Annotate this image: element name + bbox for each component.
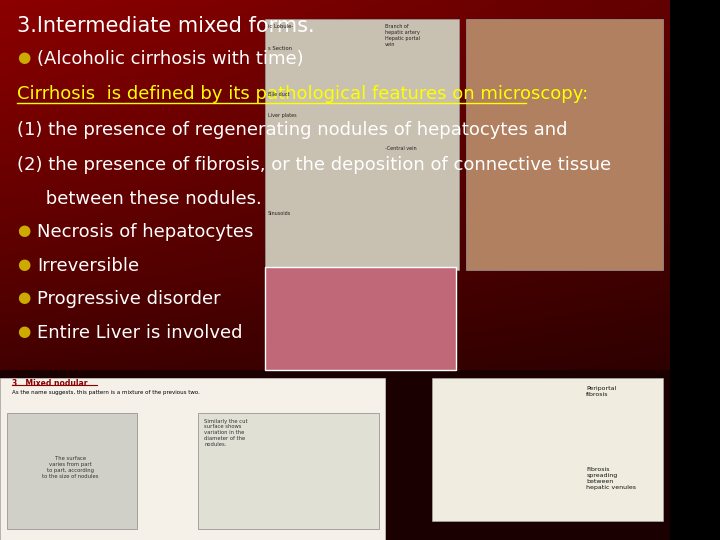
Text: 3.  Mixed nodular: 3. Mixed nodular	[12, 379, 88, 388]
Text: The surface
varies from part
to part, according
to the size of nodules: The surface varies from part to part, ac…	[42, 456, 99, 478]
Text: (2) the presence of fibrosis, or the deposition of connective tissue: (2) the presence of fibrosis, or the dep…	[17, 156, 611, 174]
Bar	[197, 413, 379, 529]
Text: ●: ●	[17, 256, 30, 272]
Text: ●: ●	[17, 50, 30, 65]
Text: (1) the presence of regenerating nodules of hepatocytes and: (1) the presence of regenerating nodules…	[17, 120, 567, 139]
Text: ●: ●	[17, 290, 30, 305]
Text: As the name suggests, this pattern is a mixture of the previous two.: As the name suggests, this pattern is a …	[12, 390, 200, 395]
Text: ●: ●	[17, 323, 30, 339]
Text: Similarly the cut
surface shows
variation in the
diameter of the
nodules.: Similarly the cut surface shows variatio…	[204, 418, 248, 447]
Text: Liver plates: Liver plates	[268, 113, 297, 118]
Text: ic Lobule-: ic Lobule-	[268, 24, 293, 29]
Bar	[466, 19, 663, 270]
Text: Periportal
fibrosis: Periportal fibrosis	[586, 386, 616, 397]
Text: Progressive disorder: Progressive disorder	[37, 290, 220, 308]
Bar	[432, 378, 663, 521]
Text: s Section: s Section	[268, 46, 292, 51]
Text: Cirrhosis  is defined by its pathological features on microscopy:: Cirrhosis is defined by its pathological…	[17, 85, 588, 103]
Text: Branch of
hepatic artery
Hepatic portal
vein: Branch of hepatic artery Hepatic portal …	[385, 24, 420, 46]
Bar	[6, 413, 138, 529]
Bar	[265, 267, 456, 370]
Bar	[0, 378, 385, 540]
Text: ●: ●	[17, 223, 30, 238]
Text: Necrosis of hepatocytes: Necrosis of hepatocytes	[37, 223, 253, 241]
Text: Sinusoids: Sinusoids	[268, 211, 291, 215]
Text: between these nodules.: between these nodules.	[17, 190, 261, 208]
Text: Irreversible: Irreversible	[37, 256, 139, 275]
Bar	[265, 19, 459, 270]
Text: (Alcoholic cirrhosis with time): (Alcoholic cirrhosis with time)	[37, 50, 303, 68]
Text: -Central vein: -Central vein	[385, 146, 417, 151]
Text: Fibrosis
spreading
between
hepatic venules: Fibrosis spreading between hepatic venul…	[586, 467, 636, 489]
Text: 3.Intermediate mixed forms.: 3.Intermediate mixed forms.	[17, 16, 315, 36]
Text: Bile duct: Bile duct	[268, 92, 289, 97]
Bar	[0, 370, 670, 540]
Text: Entire Liver is involved: Entire Liver is involved	[37, 323, 243, 342]
